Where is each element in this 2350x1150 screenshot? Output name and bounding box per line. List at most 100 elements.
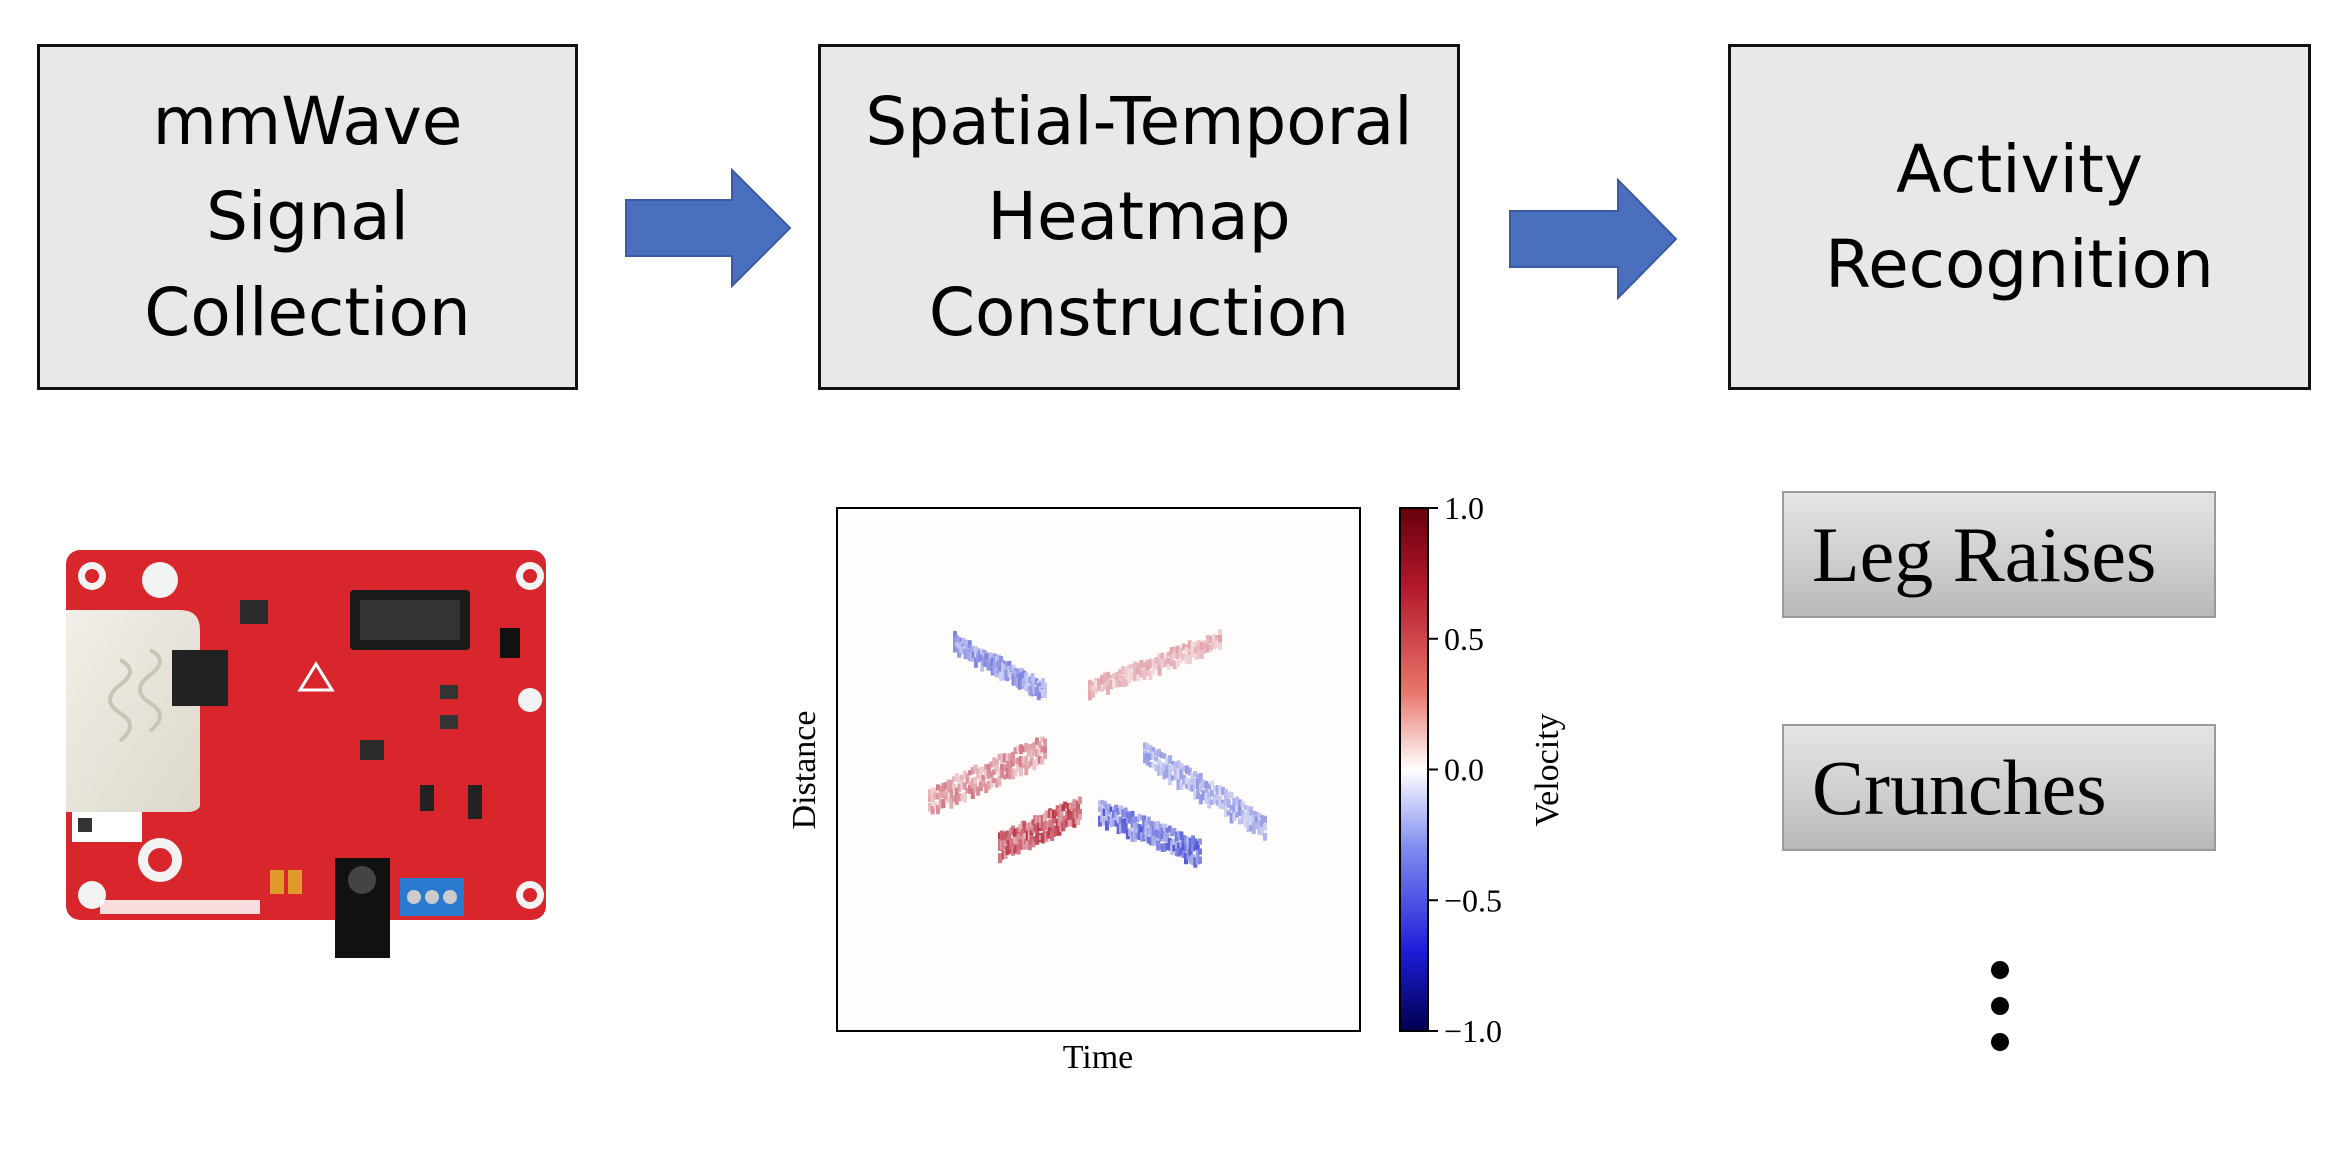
heatmap-cell [1257, 812, 1262, 819]
heatmap-cell [1210, 789, 1214, 797]
heatmap-cell [1208, 644, 1213, 650]
heatmap-cell [1123, 807, 1128, 818]
heatmap-cell [1226, 810, 1231, 816]
heatmap-cell [976, 786, 981, 796]
heatmap-cell [1078, 809, 1082, 815]
heatmap-cell [1212, 793, 1217, 800]
heatmap-cell [1136, 675, 1141, 681]
heatmap-cell [1114, 804, 1119, 815]
heatmap-cell [930, 787, 935, 799]
heatmap-cell [1263, 823, 1267, 831]
heatmap-cell [1013, 758, 1018, 764]
heatmap-cell [1118, 805, 1123, 813]
heatmap-cell [1188, 837, 1193, 847]
heatmap-cell [1169, 661, 1174, 667]
heatmap-cell [1017, 672, 1022, 682]
heatmap-cell [936, 784, 940, 791]
heatmap-cell [967, 640, 972, 648]
heatmap-cell [1223, 797, 1228, 807]
heatmap-cell [1246, 812, 1251, 823]
heatmap-cell [1011, 664, 1016, 672]
heatmap-cell [1135, 823, 1140, 829]
heatmap-cell [1088, 690, 1092, 701]
heatmap-cell [981, 766, 986, 773]
heatmap-cell [1139, 671, 1144, 678]
heatmap-cell [992, 653, 997, 660]
heatmap-cell [954, 796, 959, 805]
heatmap-cell [1029, 830, 1034, 836]
heatmap-cell [1121, 809, 1126, 818]
heatmap-cell [1159, 752, 1164, 759]
heatmap-cell [970, 788, 975, 799]
heatmap-cell [1198, 838, 1202, 845]
heatmap-cell [1007, 665, 1012, 675]
heatmap-cell [1193, 857, 1198, 868]
heatmap-cell [1022, 680, 1027, 687]
arrow-right-icon [1509, 178, 1678, 300]
heatmap-cell [1198, 856, 1202, 864]
heatmap-cell [1132, 823, 1137, 833]
heatmap-cell [976, 773, 981, 779]
heatmap-cell [1193, 845, 1198, 851]
heatmap-cell [961, 645, 966, 655]
heatmap-cell [1156, 840, 1161, 851]
heatmap-cell [1153, 823, 1158, 835]
heatmap-cell [1103, 683, 1108, 691]
heatmap-cell [1037, 740, 1042, 751]
heatmap-cell [952, 783, 957, 789]
heatmap-cell [1198, 782, 1203, 793]
heatmap-cell [1013, 676, 1018, 686]
heatmap-cell [965, 644, 970, 652]
heatmap-cell [1128, 817, 1133, 824]
heatmap-cell [1176, 768, 1181, 779]
heatmap-cell [1036, 683, 1041, 692]
heatmap-cell [928, 789, 932, 797]
heatmap-cell [1107, 808, 1112, 815]
heatmap-cell [1193, 647, 1198, 657]
heatmap-cell [965, 778, 970, 784]
activity-leg-raises-label: Leg Raises [1812, 510, 2157, 598]
arrow-right-icon [625, 168, 792, 288]
heatmap-cell [986, 780, 991, 790]
colorbar [1399, 507, 1429, 1032]
heatmap-cell [984, 653, 989, 660]
heatmap-cell [1153, 829, 1158, 840]
heatmap-cell [997, 775, 1002, 787]
heatmap-cell [1124, 678, 1129, 687]
heatmap-cell [1100, 677, 1105, 684]
heatmap-cell [1249, 825, 1253, 832]
heatmap-cell [1005, 670, 1010, 682]
heatmap-cell [1158, 830, 1163, 842]
heatmap-cell [1000, 763, 1005, 771]
heatmap-cell [1179, 762, 1184, 770]
heatmap-cell [1123, 823, 1128, 834]
heatmap-cell [1076, 800, 1081, 812]
heatmap-cell [959, 646, 964, 654]
heatmap-cell [1142, 661, 1147, 671]
heatmap-cell [984, 783, 989, 794]
heatmap-cell [1103, 677, 1108, 688]
heatmap-cell [994, 667, 999, 678]
radar-board-image [66, 550, 546, 958]
heatmap-cell [1221, 803, 1226, 810]
heatmap-cell [1100, 807, 1105, 816]
heatmap-cell [1251, 823, 1256, 834]
heatmap-cell [1007, 671, 1012, 678]
heatmap-cell [1235, 796, 1240, 805]
heatmap-cell [1182, 778, 1187, 785]
heatmap-cell [1114, 812, 1119, 823]
heatmap-cell [1094, 680, 1098, 686]
heatmap-cell [1016, 764, 1021, 772]
heatmap-cell [984, 769, 989, 777]
heatmap-cell [1145, 659, 1150, 666]
heatmap-cell [1036, 690, 1041, 701]
heatmap-cell [960, 779, 965, 789]
heatmap-cell [1162, 770, 1167, 780]
heatmap-cell [1118, 673, 1123, 680]
heatmap-cell [1107, 816, 1112, 825]
heatmap-cell [1198, 794, 1203, 805]
heatmap-xlabel: Time [1063, 1039, 1134, 1076]
heatmap-cell [992, 757, 997, 768]
heatmap-cell [1133, 661, 1138, 670]
